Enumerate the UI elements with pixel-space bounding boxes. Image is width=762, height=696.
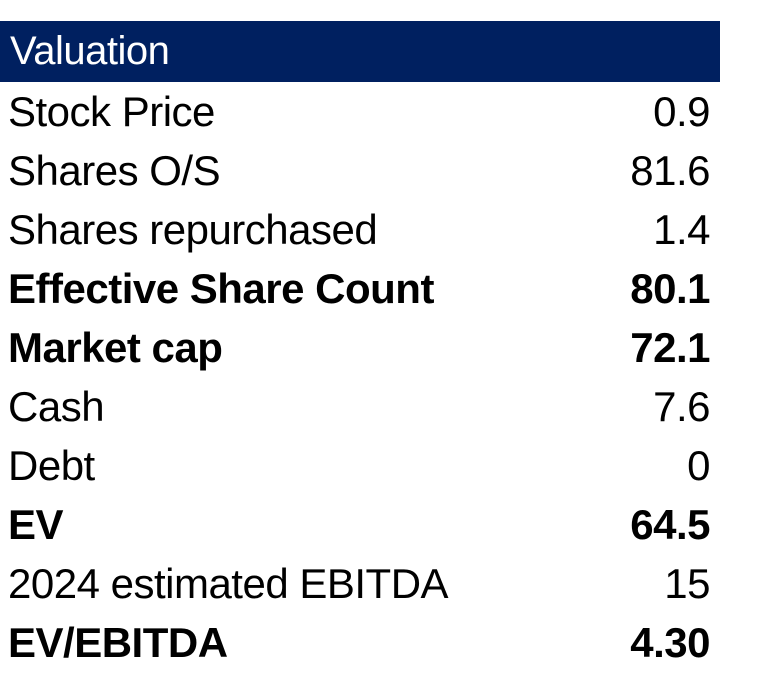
valuation-table: Valuation Stock Price 0.9 Shares O/S 81.6 Sh…: [0, 21, 720, 672]
row-label: Stock Price: [8, 87, 215, 135]
row-value: 64.5: [630, 500, 710, 548]
row-label: EV: [8, 500, 64, 548]
table-row: Effective Share Count 80.1: [0, 259, 720, 318]
table-row: Stock Price 0.9: [0, 82, 720, 141]
table-rows: Stock Price 0.9 Shares O/S 81.6 Shares repur…: [0, 82, 720, 672]
row-label: Debt: [8, 441, 95, 489]
table-row: EV/EBITDA 4.30: [0, 613, 720, 672]
table-header: Valuation: [0, 21, 720, 82]
row-value: 15: [664, 559, 710, 607]
row-value: 81.6: [630, 146, 710, 194]
table-row: Market cap 72.1: [0, 318, 720, 377]
row-label: Market cap: [8, 323, 223, 371]
table-row: EV 64.5: [0, 495, 720, 554]
row-label: Shares O/S: [8, 146, 221, 194]
row-value: 72.1: [630, 323, 710, 371]
table-row: Shares repurchased 1.4: [0, 200, 720, 259]
row-label: Effective Share Count: [8, 264, 434, 312]
row-value: 7.6: [653, 382, 710, 430]
row-value: 1.4: [653, 205, 710, 253]
row-value: 80.1: [630, 264, 710, 312]
row-label: 2024 estimated EBITDA: [8, 559, 449, 607]
row-value: 0.9: [653, 87, 710, 135]
row-label: Cash: [8, 382, 105, 430]
table-row: Shares O/S 81.6: [0, 141, 720, 200]
row-label: Shares repurchased: [8, 205, 378, 253]
table-row: Cash 7.6: [0, 377, 720, 436]
table-row: 2024 estimated EBITDA 15: [0, 554, 720, 613]
row-label: EV/EBITDA: [8, 618, 228, 666]
row-value: 4.30: [630, 618, 710, 666]
table-row: Debt 0: [0, 436, 720, 495]
row-value: 0: [687, 441, 710, 489]
table-title: Valuation: [10, 29, 170, 73]
